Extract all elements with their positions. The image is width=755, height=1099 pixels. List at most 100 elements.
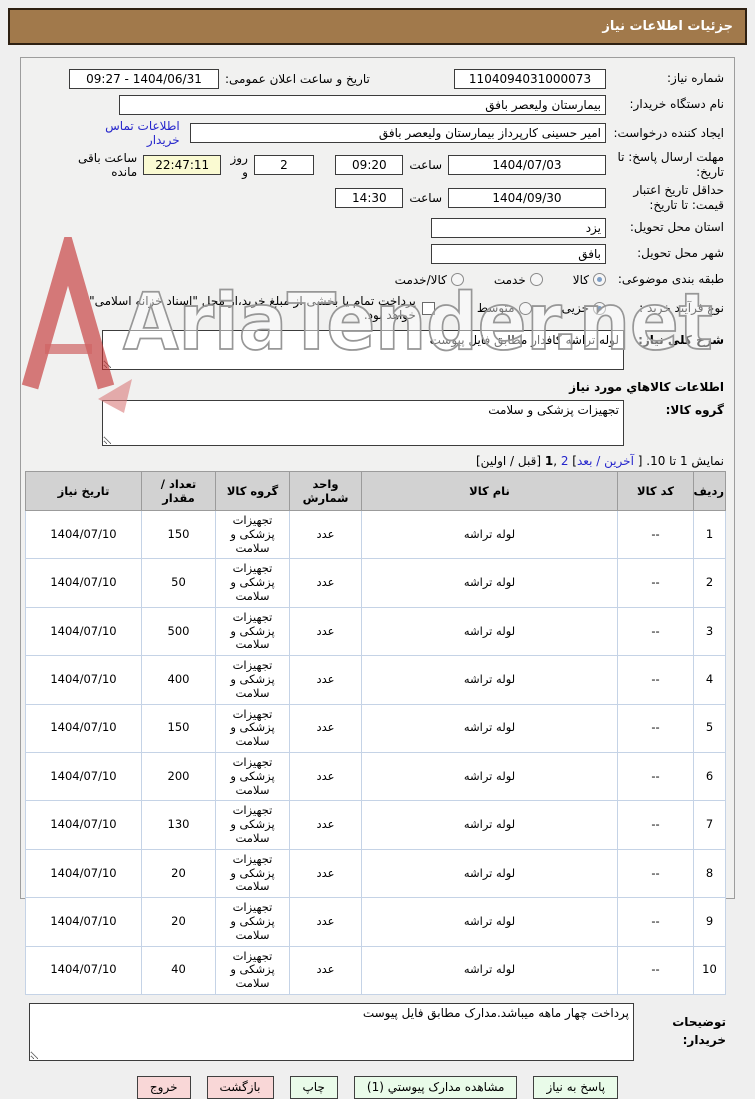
item-cell: عدد	[289, 703, 362, 753]
exit-button[interactable]: خروج	[136, 1075, 191, 1099]
buyer-name-input[interactable]	[119, 94, 606, 115]
item-cell: --	[617, 655, 694, 705]
radio-icon	[518, 301, 532, 315]
item-cell: لوله تراشه	[361, 606, 618, 657]
buyer-name-row: نام دستگاه خریدار:	[69, 93, 724, 116]
item-cell: لوله تراشه	[361, 945, 618, 995]
validity-time-input[interactable]	[335, 188, 404, 208]
item-cell: 1404/07/10	[25, 897, 142, 947]
category-option-goods-service[interactable]: کالا/خدمت	[395, 273, 464, 287]
deadline-time-input[interactable]	[335, 155, 404, 175]
items-table-header-row: ردیف کد کالا نام کالا واحد شمارش گروه کالا تع…	[25, 471, 726, 511]
item-cell: --	[617, 703, 694, 753]
treasury-checkbox[interactable]	[421, 301, 435, 315]
item-row: 9 -- لوله تراشه عدد تجهیزات پزشکی و سلامت 20 1…	[25, 897, 726, 947]
item-cell: 50	[141, 558, 216, 608]
process-option-medium[interactable]: متوسط	[477, 301, 532, 315]
item-group-textarea[interactable]: تجهیزات پزشکی و سلامت	[102, 400, 624, 446]
items-table-header-cell: کد کالا	[617, 471, 694, 511]
item-cell: لوله تراشه	[361, 800, 618, 850]
details-panel: شماره نیاز: تاریخ و ساعت اعلان عمومی: نا…	[20, 57, 735, 1099]
items-table-header-cell: نام کالا	[361, 471, 618, 511]
items-table-header-cell: تعداد / مقدار	[141, 471, 216, 511]
buyer-notes-row: توضیحات خریدار: پرداخت چهار ماهه میباشد.…	[29, 1002, 726, 1061]
need-desc-label: شرح کلي نیاز:	[638, 333, 724, 347]
print-button[interactable]: چاپ	[289, 1075, 338, 1099]
city-label: شهر محل تحویل:	[637, 246, 724, 260]
items-table: ردیف کد کالا نام کالا واحد شمارش گروه کالا تع…	[25, 471, 726, 995]
item-cell: 1404/07/10	[25, 509, 142, 560]
radio-icon	[593, 301, 606, 315]
items-table-header-cell: تاریخ نیاز	[25, 471, 142, 511]
items-table-body: 1 -- لوله تراشه عدد تجهیزات پزشکی و سلامت 150…	[25, 509, 726, 995]
radio-icon	[450, 273, 464, 286]
item-cell: عدد	[289, 945, 362, 995]
category-option-label: کالا/خدمت	[394, 272, 447, 287]
item-cell: عدد	[289, 751, 362, 802]
item-cell: 4	[693, 655, 726, 705]
item-cell: 2	[693, 558, 726, 608]
remaining-time-input[interactable]	[143, 155, 222, 175]
pagination-page-2-link[interactable]: 2	[560, 454, 569, 468]
item-cell: 1404/07/10	[25, 703, 142, 753]
item-cell: 8	[693, 848, 726, 899]
item-group-label: گروه کالا:	[665, 403, 724, 417]
buyer-notes-label-line1: توضیحات	[672, 1014, 726, 1029]
announce-datetime-input[interactable]	[69, 68, 219, 89]
need-desc-textarea[interactable]: لوله تراشه کافدار مطابق فایل پیوست	[102, 330, 624, 370]
item-row: 5 -- لوله تراشه عدد تجهیزات پزشکی و سلامت 150…	[25, 703, 726, 753]
process-option-partial[interactable]: جزیی	[562, 301, 606, 315]
deadline-hour-label: ساعت	[409, 158, 442, 172]
item-cell: تجهیزات پزشکی و سلامت	[215, 558, 290, 608]
item-cell: 20	[141, 848, 216, 899]
item-cell: تجهیزات پزشکی و سلامت	[215, 848, 290, 899]
item-cell: عدد	[289, 655, 362, 705]
reply-to-need-button[interactable]: پاسخ به نیاز	[533, 1075, 619, 1099]
item-cell: عدد	[289, 897, 362, 947]
item-cell: 10	[693, 945, 726, 995]
validity-label: حداقل تاریخ اعتبار قیمت: تا تاریخ:	[633, 183, 724, 212]
pagination: نمایش 1 تا 10. [ آخرین / بعد] 2 ,1 [قبل …	[29, 454, 724, 468]
validity-date-input[interactable]	[448, 188, 606, 208]
item-cell: 400	[141, 655, 216, 705]
city-input[interactable]	[431, 243, 606, 264]
item-cell: لوله تراشه	[361, 751, 618, 802]
deadline-date-input[interactable]	[448, 155, 606, 175]
items-table-header-cell: واحد شمارش	[289, 471, 362, 511]
item-cell: 1404/07/10	[25, 751, 142, 802]
buyer-notes-textarea[interactable]: پرداخت چهار ماهه میباشد.مدارک مطابق فایل…	[29, 1002, 634, 1061]
item-row: 4 -- لوله تراشه عدد تجهیزات پزشکی و سلامت 400…	[25, 655, 726, 705]
back-button[interactable]: بازگشت	[206, 1075, 274, 1099]
item-row: 10 -- لوله تراشه عدد تجهیزات پزشکی و سلامت 40…	[25, 945, 726, 995]
item-cell: تجهیزات پزشکی و سلامت	[215, 655, 290, 705]
action-buttons: پاسخ به نیاز مشاهده مدارک پیوستي (1) چاپ با…	[29, 1075, 726, 1099]
remaining-days-input[interactable]	[253, 155, 314, 175]
pagination-next-link[interactable]: آخرین / بعد	[576, 454, 634, 468]
item-cell: 20	[141, 897, 216, 947]
category-option-service[interactable]: خدمت	[494, 273, 543, 287]
category-option-goods[interactable]: کالا	[573, 273, 606, 287]
creator-row: ایجاد کننده درخواست: اطلاعات تماس خریدار	[69, 119, 724, 147]
creator-input[interactable]	[189, 123, 606, 143]
view-attachments-button[interactable]: مشاهده مدارک پیوستي (1)	[353, 1075, 518, 1099]
item-cell: 40	[141, 945, 216, 995]
item-cell: عدد	[289, 606, 362, 657]
item-cell: 150	[141, 509, 216, 560]
item-cell: 1404/07/10	[25, 945, 142, 995]
item-cell: عدد	[289, 509, 362, 560]
category-option-label: کالا	[572, 272, 589, 287]
need-number-row: شماره نیاز: تاریخ و ساعت اعلان عمومی:	[69, 67, 724, 90]
category-label: طبقه بندی موضوعی:	[617, 272, 724, 286]
category-option-label: خدمت	[493, 272, 526, 287]
item-cell: --	[617, 606, 694, 657]
items-section-title: اطلاعات کالاهاي مورد نیاز	[569, 380, 724, 394]
buyer-contact-link[interactable]: اطلاعات تماس خریدار	[105, 119, 180, 147]
page-title: جزئیات اطلاعات نیاز	[602, 19, 733, 34]
item-cell: لوله تراشه	[361, 655, 618, 705]
need-number-input[interactable]	[454, 68, 606, 89]
item-cell: 500	[141, 606, 216, 657]
need-number-label: شماره نیاز:	[667, 71, 724, 85]
item-row: 6 -- لوله تراشه عدد تجهیزات پزشکی و سلامت 200…	[25, 751, 726, 802]
province-input[interactable]	[431, 217, 606, 238]
item-cell: 1404/07/10	[25, 606, 142, 657]
